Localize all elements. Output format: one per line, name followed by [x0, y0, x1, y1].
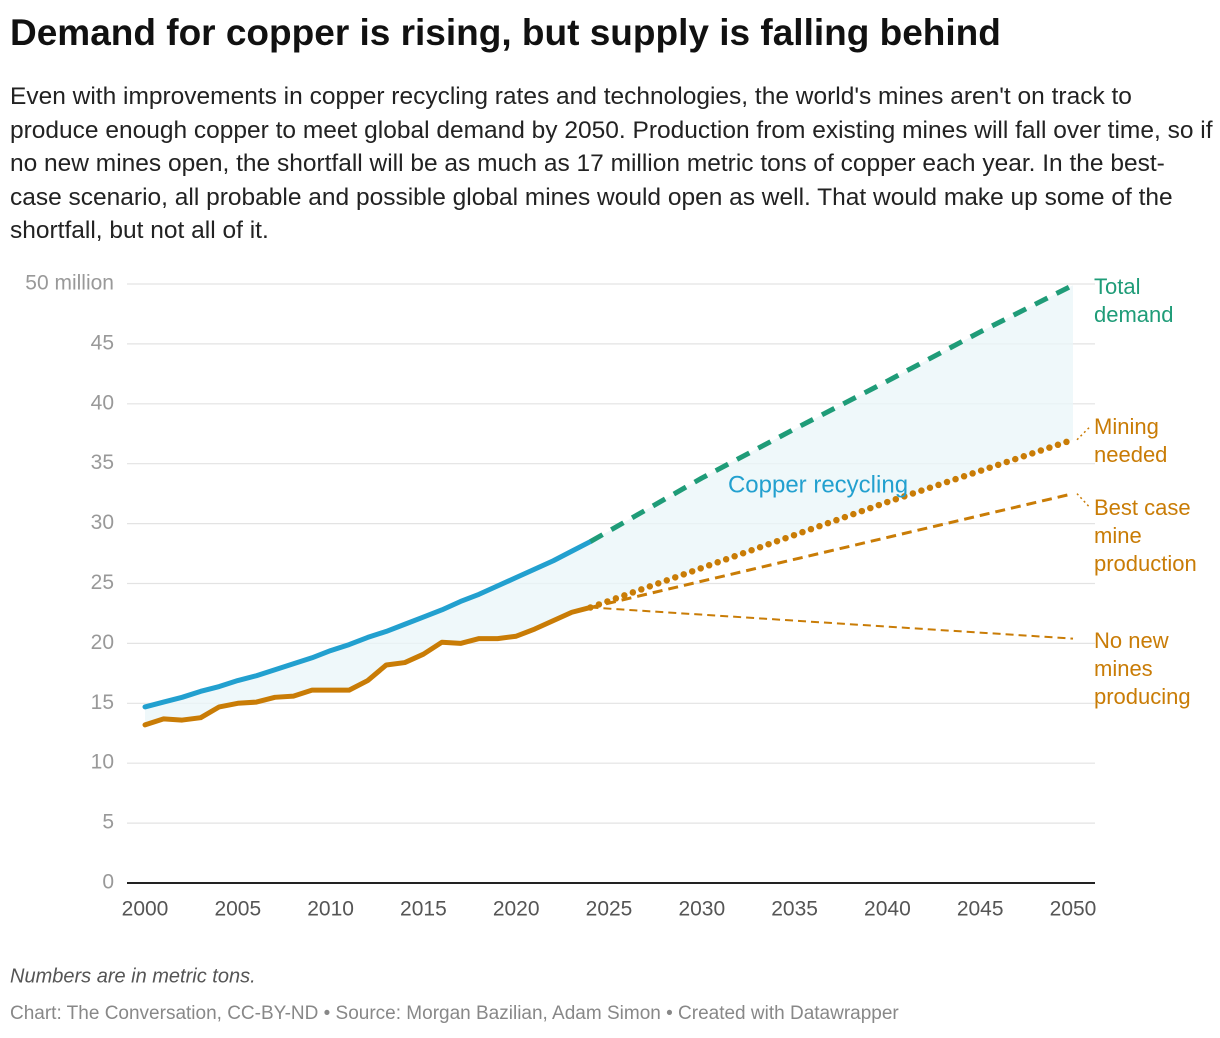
x-tick-label: 2030 — [678, 898, 725, 921]
chart-subtitle: Even with improvements in copper recycli… — [10, 83, 1213, 244]
series-line — [590, 492, 1074, 609]
y-tick-label: 40 — [91, 391, 114, 414]
y-tick-label: 35 — [91, 451, 114, 474]
y-tick-label: 15 — [91, 691, 114, 714]
x-tick-label: 2010 — [307, 898, 354, 921]
note: Numbers are in metric tons. — [10, 965, 256, 987]
series-label: No new mines producing — [1094, 627, 1191, 709]
shaded-area — [145, 285, 1073, 725]
series-label: Mining needed — [1094, 413, 1168, 467]
y-tick-label: 45 — [91, 331, 114, 354]
x-tick-label: 2000 — [122, 898, 169, 921]
series-line — [142, 539, 593, 710]
x-tick-label: 2035 — [771, 898, 818, 921]
x-tick-label: 2050 — [1050, 898, 1097, 921]
x-tick-label: 2020 — [493, 898, 540, 921]
y-tick-label: 0 — [102, 871, 114, 894]
label-leader — [1076, 426, 1091, 441]
y-tick-label: 20 — [91, 631, 114, 654]
series-line — [142, 604, 593, 728]
label-leader — [1076, 493, 1091, 509]
x-tick-label: 2045 — [957, 898, 1004, 921]
area-label: Copper recycling — [728, 471, 908, 498]
x-tick-label: 2025 — [586, 898, 633, 921]
series-line — [590, 606, 1074, 640]
series-line — [587, 436, 1077, 611]
x-tick-label: 2005 — [214, 898, 261, 921]
series-line — [589, 282, 1075, 544]
y-tick-label: 5 — [102, 811, 114, 834]
y-tick-label: 10 — [91, 751, 114, 774]
source: Chart: The Conversation, CC-BY-ND • Sour… — [10, 1003, 899, 1024]
x-tick-label: 2015 — [400, 898, 447, 921]
series-label: Total demand — [1094, 274, 1174, 328]
y-tick-label: 50 million — [25, 272, 114, 295]
x-tick-label: 2040 — [864, 898, 911, 921]
series-label: Best case mine production — [1094, 494, 1197, 576]
y-tick-label: 30 — [91, 511, 114, 534]
y-tick-label: 25 — [91, 571, 114, 594]
chart-title: Demand for copper is rising, but supply … — [10, 12, 1001, 53]
